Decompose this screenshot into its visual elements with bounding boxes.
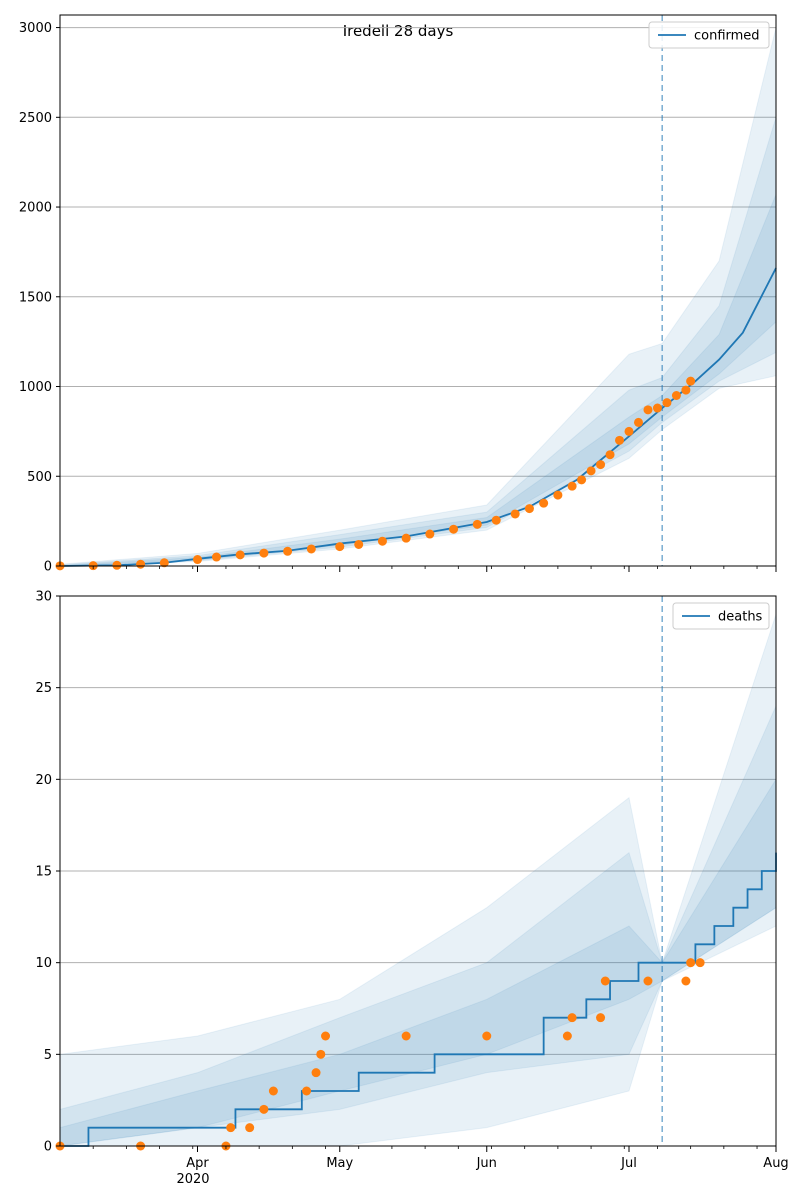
observed-point bbox=[482, 1031, 492, 1041]
observed-point bbox=[491, 515, 501, 525]
y-tick-label: 25 bbox=[35, 681, 52, 696]
observed-point bbox=[567, 1013, 577, 1023]
observed-point bbox=[671, 390, 681, 400]
chart-title: Iredell 28 days bbox=[343, 22, 454, 40]
observed-point bbox=[449, 524, 459, 534]
observed-point bbox=[401, 533, 411, 543]
observed-point bbox=[335, 542, 345, 552]
y-tick-label: 5 bbox=[44, 1048, 52, 1063]
x-tick-label: Jun bbox=[476, 1156, 497, 1171]
legend-label: confirmed bbox=[694, 29, 760, 44]
observed-point bbox=[193, 555, 203, 565]
observed-point bbox=[539, 498, 549, 508]
observed-point bbox=[302, 1086, 312, 1096]
observed-point bbox=[321, 1031, 331, 1041]
observed-point bbox=[686, 958, 696, 968]
observed-point bbox=[306, 544, 316, 554]
observed-point bbox=[681, 976, 691, 986]
observed-point bbox=[283, 546, 293, 556]
observed-point bbox=[136, 559, 146, 569]
y-tick-label: 15 bbox=[35, 865, 52, 880]
observed-point bbox=[605, 450, 615, 460]
observed-point bbox=[401, 1031, 411, 1041]
observed-point bbox=[553, 490, 563, 500]
x-year-label: 2020 bbox=[176, 1172, 209, 1187]
legend-box bbox=[672, 602, 770, 630]
observed-point bbox=[316, 1049, 326, 1059]
observed-point bbox=[259, 548, 269, 558]
observed-point bbox=[510, 509, 520, 519]
confirmed-panel: 0 500 1000 1500 2000 2500 3000 confirmed bbox=[19, 14, 777, 575]
observed-point bbox=[268, 1086, 278, 1096]
observed-point bbox=[472, 519, 482, 529]
y-tick-label: 1000 bbox=[19, 380, 52, 395]
observed-point bbox=[354, 539, 364, 549]
observed-point bbox=[524, 504, 534, 514]
observed-point bbox=[562, 1031, 572, 1041]
deaths-panel: 0 5 10 15 20 25 30 Apr May Jun Jul Aug deaths bbox=[35, 590, 788, 1172]
observed-point bbox=[586, 466, 596, 476]
observed-point bbox=[567, 481, 577, 491]
deaths-model-line bbox=[60, 852, 777, 1147]
observed-point bbox=[311, 1068, 321, 1078]
confirmed-model-line bbox=[59, 267, 777, 567]
observed-point bbox=[681, 385, 691, 395]
legend-box bbox=[648, 21, 770, 49]
y-tick-label: 500 bbox=[27, 470, 52, 485]
y-tick-label: 10 bbox=[35, 956, 52, 971]
observed-point bbox=[425, 529, 435, 539]
y-tick-label: 0 bbox=[44, 1140, 52, 1155]
observed-point bbox=[596, 460, 606, 470]
observed-point bbox=[112, 560, 122, 570]
observed-point bbox=[577, 475, 587, 485]
y-tick-label: 20 bbox=[35, 773, 52, 788]
observed-point bbox=[211, 552, 221, 562]
x-tick-label: Aug bbox=[763, 1156, 788, 1171]
observed-point bbox=[245, 1123, 255, 1133]
y-tick-label: 2000 bbox=[19, 201, 52, 216]
y-tick-label: 30 bbox=[35, 590, 52, 605]
observed-point bbox=[259, 1104, 269, 1114]
legend-label: deaths bbox=[718, 610, 763, 625]
observed-point bbox=[624, 426, 634, 436]
observed-point bbox=[695, 958, 705, 968]
x-tick-label: May bbox=[326, 1156, 353, 1171]
observed-point bbox=[652, 403, 662, 413]
y-tick-label: 1500 bbox=[19, 290, 52, 305]
observed-point bbox=[633, 417, 643, 427]
y-tick-label: 0 bbox=[44, 560, 52, 575]
observed-point bbox=[377, 536, 387, 546]
observed-point bbox=[235, 550, 245, 560]
x-tick-label: Apr bbox=[186, 1156, 209, 1171]
observed-point bbox=[600, 976, 610, 986]
observed-point bbox=[643, 976, 653, 986]
axes-frame bbox=[59, 14, 777, 567]
observed-point bbox=[615, 435, 625, 445]
y-tick-label: 3000 bbox=[19, 21, 52, 36]
observed-point bbox=[662, 398, 672, 408]
y-tick-label: 2500 bbox=[19, 111, 52, 126]
observed-point bbox=[226, 1123, 236, 1133]
x-tick-label: Jul bbox=[620, 1156, 637, 1171]
observed-point bbox=[686, 376, 696, 386]
observed-point bbox=[643, 405, 653, 415]
observed-point bbox=[159, 558, 169, 568]
observed-point bbox=[596, 1013, 606, 1023]
